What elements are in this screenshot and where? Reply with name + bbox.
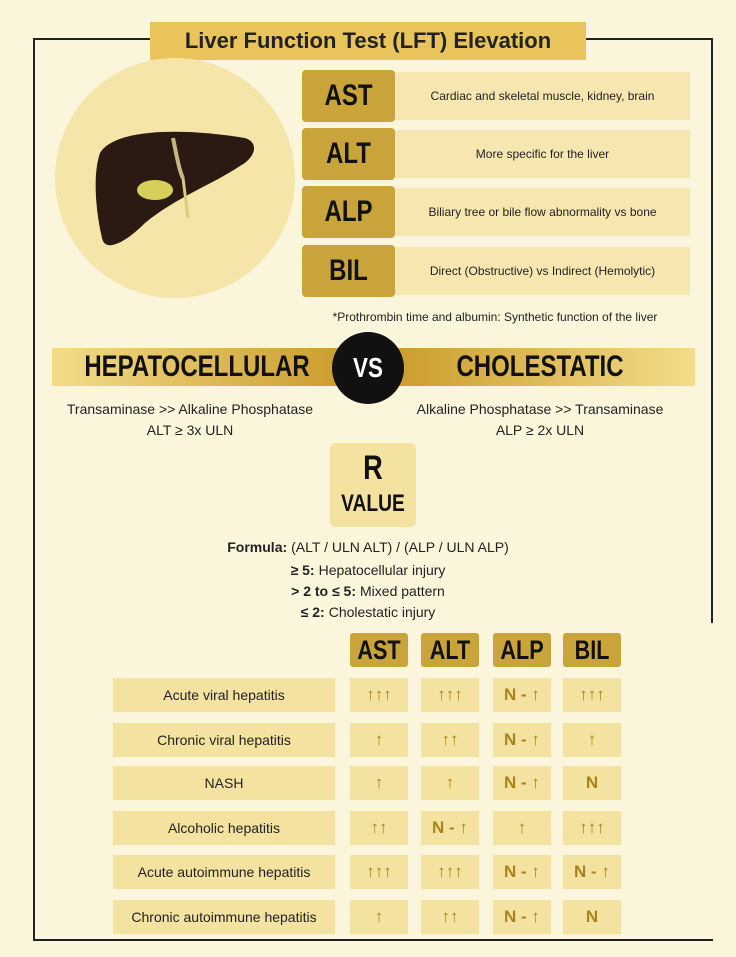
frame	[33, 939, 713, 941]
cholestatic-title: CHOLESTATIC	[456, 350, 624, 383]
cell: N	[563, 766, 621, 800]
marker-description: Cardiac and skeletal muscle, kidney, bra…	[395, 72, 690, 120]
rule-label: ≥ 5:	[290, 562, 315, 578]
cell: ↑	[421, 766, 479, 800]
rule-text: Cholestatic injury	[328, 604, 436, 620]
vs-label: VS	[353, 352, 383, 383]
column-header: BIL	[574, 634, 610, 665]
column-box	[350, 633, 408, 667]
formula-part: (ALT / ULN ALT) / (ALP / ULN ALP)	[291, 539, 509, 555]
frame	[585, 38, 713, 40]
cell: ↑↑↑	[350, 855, 408, 889]
cell: ↑	[350, 766, 408, 800]
hepatocellular-title: HEPATOCELLULAR	[84, 350, 310, 383]
cell: ↑↑↑	[421, 855, 479, 889]
cell: ↑	[350, 723, 408, 757]
formula-part: Formula:	[227, 539, 288, 555]
cell: N - ↑	[421, 811, 479, 845]
cell: ↑	[350, 900, 408, 934]
column-header: ALT	[429, 634, 471, 665]
frame	[33, 38, 35, 940]
cell: ↑↑	[421, 723, 479, 757]
r-title: R	[363, 448, 383, 487]
cell: ↑↑↑	[563, 678, 621, 712]
column-header: AST	[357, 634, 401, 665]
frame	[33, 38, 153, 40]
cell: ↑↑↑	[350, 678, 408, 712]
marker-box	[302, 186, 395, 238]
r-rule: ≥ 5: Hepatocellular injury	[218, 560, 518, 580]
footnote: *Prothrombin time and albumin: Synthetic…	[332, 310, 658, 324]
banner-right	[385, 348, 695, 386]
cell: N - ↑	[493, 855, 551, 889]
cell: N	[563, 900, 621, 934]
column-header: ALP	[500, 634, 544, 665]
title: Liver Function Test (LFT) Elevation	[150, 22, 586, 60]
marker-label: ALT	[326, 137, 371, 170]
cell: ↑	[493, 811, 551, 845]
marker-label: BIL	[329, 254, 368, 287]
cell: N - ↑	[493, 723, 551, 757]
cell: ↑↑↑	[563, 811, 621, 845]
rule-label: > 2 to ≤ 5:	[291, 583, 357, 599]
row-label: Chronic viral hepatitis	[113, 723, 335, 757]
banner-left	[52, 348, 352, 386]
row-label: NASH	[113, 766, 335, 800]
marker-description: Direct (Obstructive) vs Indirect (Hemoly…	[395, 247, 690, 295]
cell: ↑	[563, 723, 621, 757]
right-line2: ALP ≥ 2x ULN	[495, 422, 585, 438]
cell: ↑↑↑	[421, 678, 479, 712]
right-line1: Alkaline Phosphatase >> Transaminase	[416, 401, 664, 417]
cell: ↑↑	[350, 811, 408, 845]
marker-box	[302, 70, 395, 122]
vs-circle	[332, 332, 404, 404]
column-box	[563, 633, 621, 667]
row-label: Chronic autoimmune hepatitis	[113, 900, 335, 934]
marker-box	[302, 128, 395, 180]
left-line2: ALT ≥ 3x ULN	[146, 422, 234, 438]
cell: N - ↑	[493, 900, 551, 934]
r-rule: > 2 to ≤ 5: Mixed pattern	[218, 581, 518, 601]
frame	[711, 38, 713, 623]
marker-description: Biliary tree or bile flow abnormality vs…	[395, 188, 690, 236]
marker-box	[302, 245, 395, 297]
formula: Formula: (ALT / ULN ALT) / (ALP / ULN ALP…	[168, 537, 568, 557]
marker-description: More specific for the liver	[395, 130, 690, 178]
row-label: Acute autoimmune hepatitis	[113, 855, 335, 889]
cell: N - ↑	[493, 766, 551, 800]
cell: N - ↑	[563, 855, 621, 889]
marker-label: AST	[324, 79, 373, 112]
liver-illustration	[55, 58, 295, 298]
left-line1: Transaminase >> Alkaline Phosphatase	[66, 401, 314, 417]
cell: N - ↑	[493, 678, 551, 712]
marker-label: ALP	[324, 195, 373, 228]
row-label: Acute viral hepatitis	[113, 678, 335, 712]
r-rule: ≤ 2: Cholestatic injury	[218, 602, 518, 622]
column-box	[493, 633, 551, 667]
r-box	[330, 443, 416, 527]
rule-text: Mixed pattern	[360, 583, 445, 599]
column-box	[421, 633, 479, 667]
cell: ↑↑	[421, 900, 479, 934]
row-label: Alcoholic hepatitis	[113, 811, 335, 845]
r-subtitle: VALUE	[341, 490, 405, 517]
rule-label: ≤ 2:	[300, 604, 325, 620]
rule-text: Hepatocellular injury	[318, 562, 446, 578]
